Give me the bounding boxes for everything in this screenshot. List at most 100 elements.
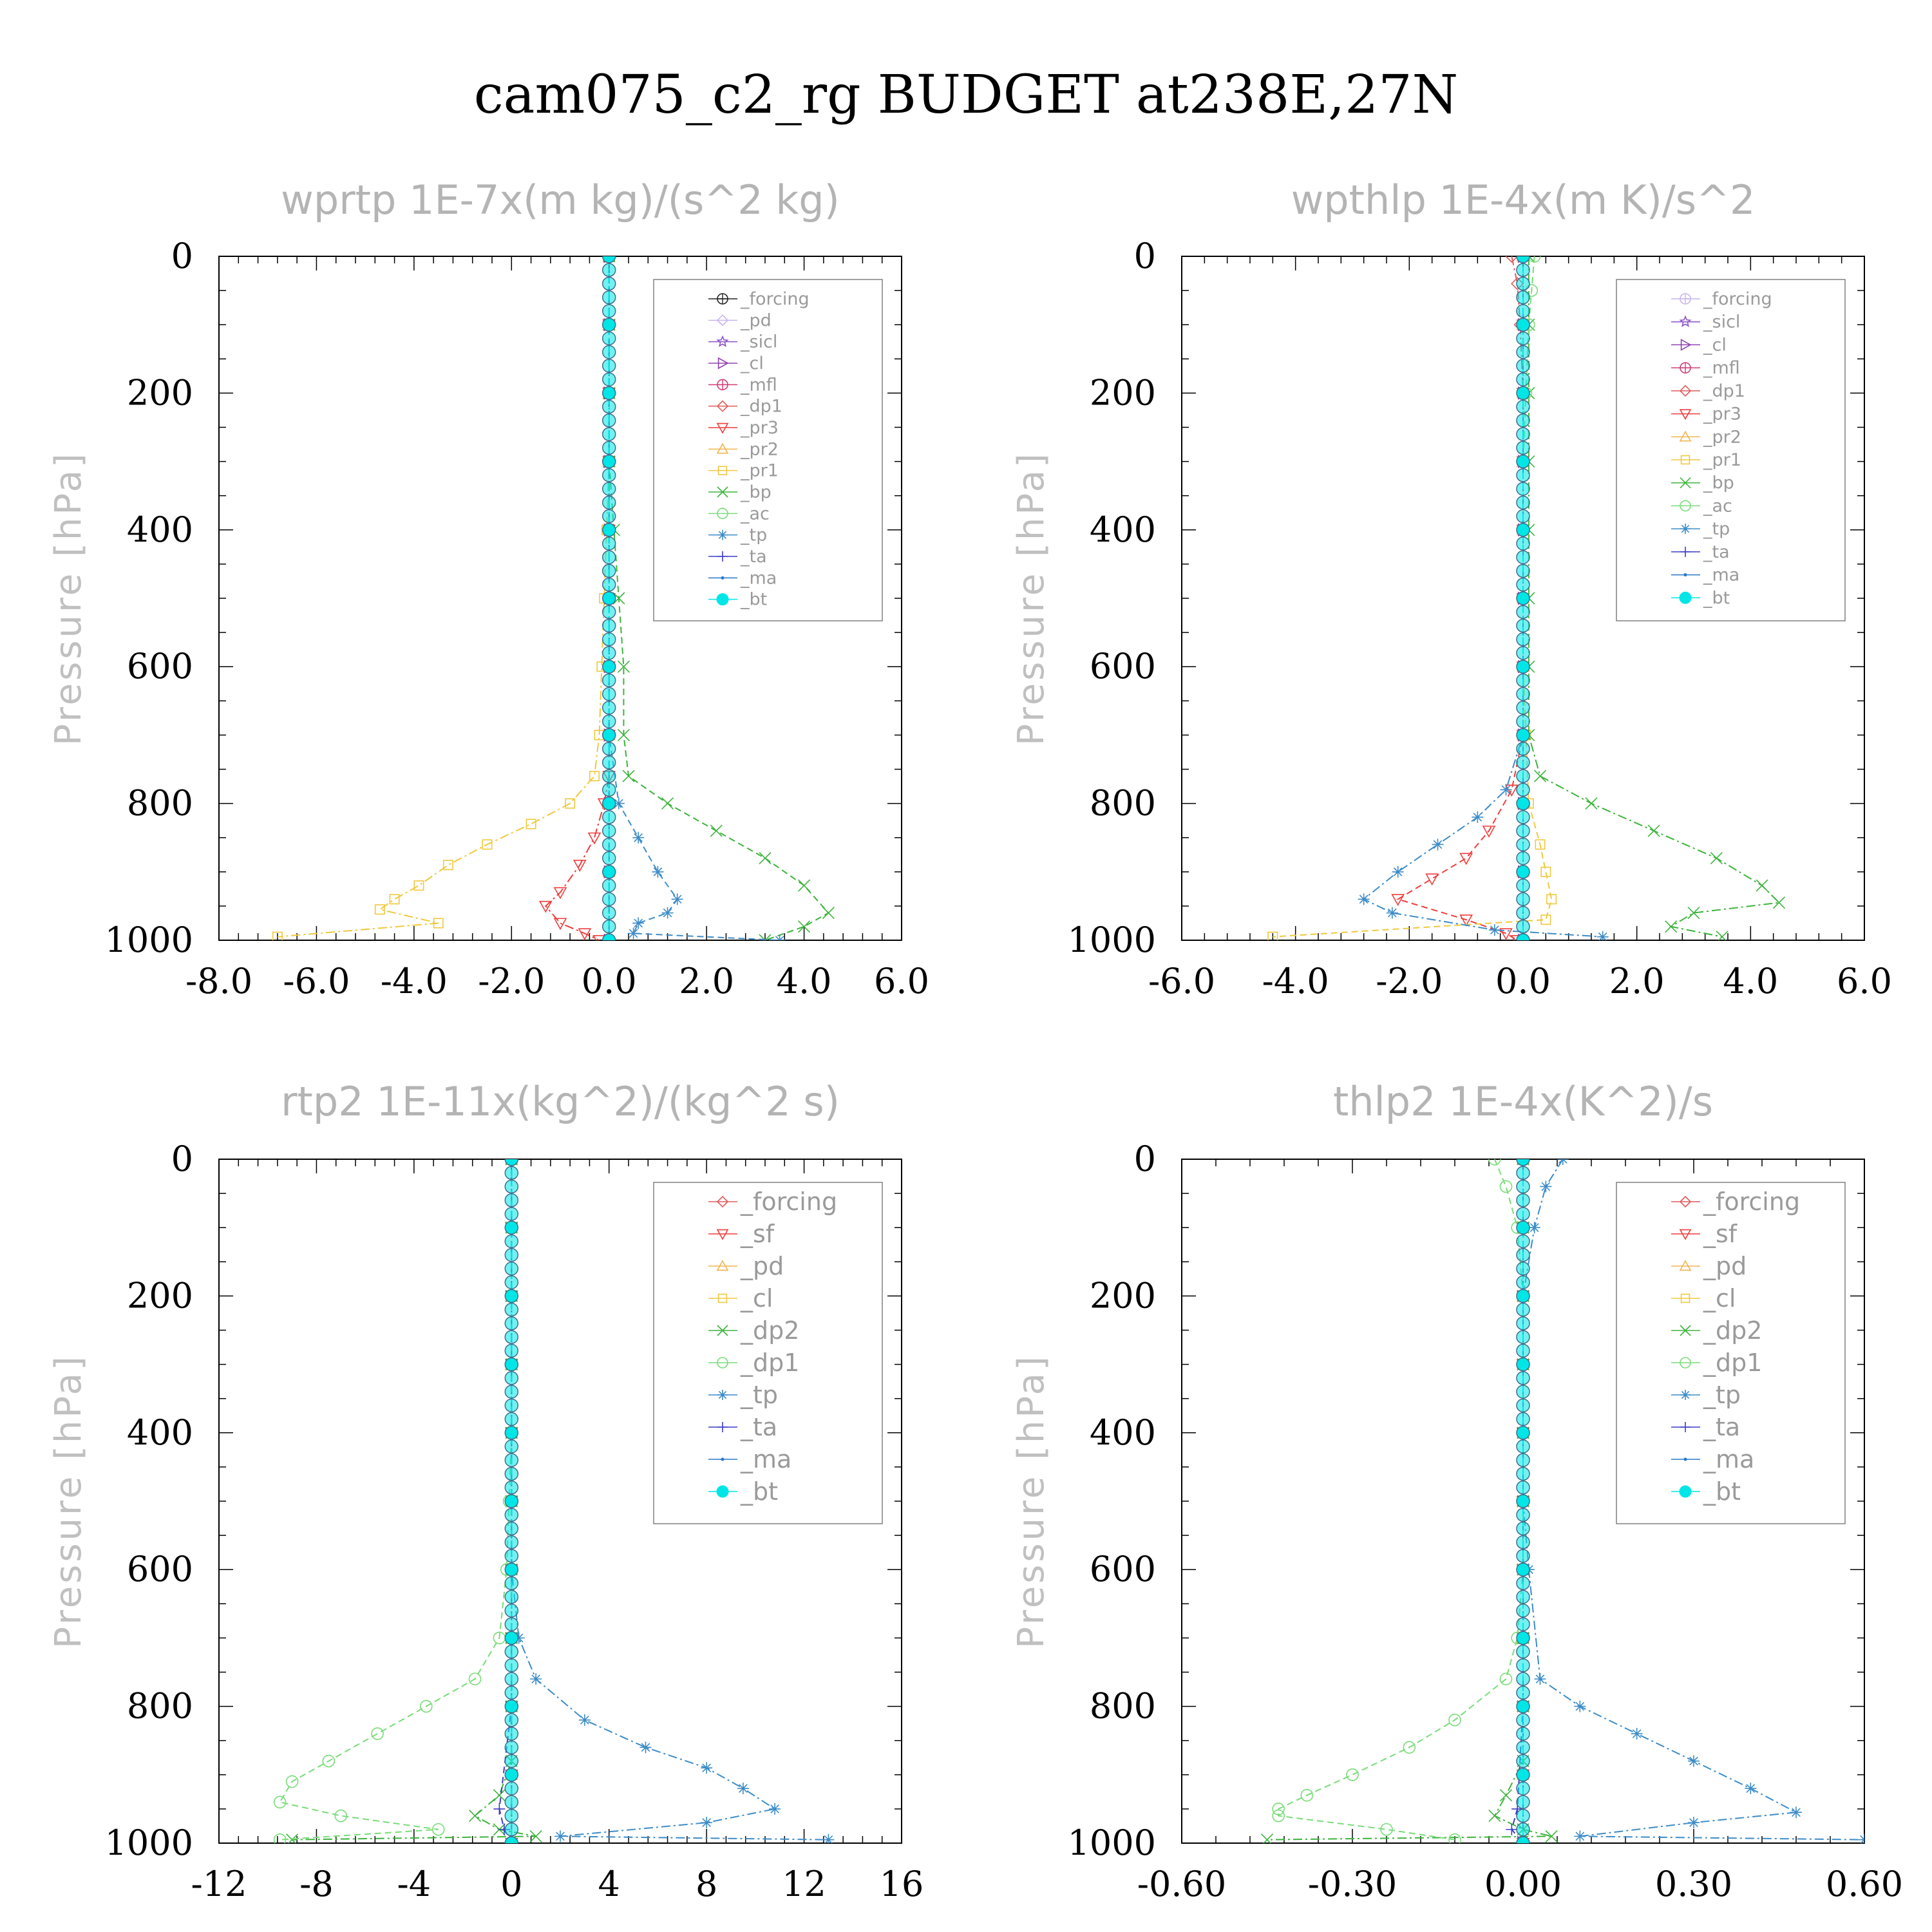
legend-swatch-tp: [708, 529, 737, 540]
bt-zero-marker: [1516, 1562, 1530, 1577]
bt-zero-marker: [1516, 1302, 1530, 1317]
x-tick-label: -12: [191, 1864, 247, 1904]
bt-zero-marker: [601, 618, 616, 633]
bt-zero-marker: [504, 1302, 519, 1317]
series-line-dp1: [1278, 1159, 1524, 1841]
bt-zero-marker: [1516, 536, 1530, 551]
panel0-series7-pointlegend: [716, 442, 729, 454]
panel0-series6-point10: [587, 832, 601, 845]
bt-zero-marker: [504, 1159, 519, 1166]
legend-entry: _sicl: [740, 332, 777, 352]
panel0-series3-pointlegend: [717, 357, 729, 370]
legend-entry: _mfl: [1703, 358, 1740, 378]
bt-zero-marker: [1516, 659, 1530, 674]
legend-swatch-tp: [1671, 524, 1700, 535]
panel1-series8-point14: [1687, 906, 1700, 920]
bt-zero-marker: [504, 1398, 519, 1413]
bt-zero-marker: [601, 632, 616, 647]
panel0-series0-pointlegend: [717, 293, 728, 305]
panel3-series4-pointlegend: [1680, 1325, 1691, 1336]
legend-entry: _forcing: [1703, 289, 1772, 309]
bt-zero-marker: [504, 1494, 519, 1508]
bt-zero-marker: [504, 1754, 519, 1768]
y-tick-label: 200: [127, 372, 193, 413]
bt-zero-marker: [1516, 851, 1530, 866]
legend-entry: _bt: [740, 590, 767, 610]
panel0-series11-point11: [671, 893, 683, 905]
panel3-series1-pointlegend: [1679, 1229, 1692, 1240]
bt-zero-marker: [504, 1426, 519, 1440]
bt-zero-marker: [601, 851, 616, 866]
bt-zero-marker: [504, 1808, 519, 1823]
panel0-series11-point10: [652, 866, 664, 878]
panel-title: wpthlp 1E-4x(m K)/s^2: [1291, 176, 1756, 223]
y-axis-label: Pressure [hPa]: [48, 1354, 90, 1649]
bt-zero-marker: [1516, 1357, 1530, 1372]
bt-zero-marker: [601, 933, 616, 940]
bt-zero-marker: [1516, 1768, 1530, 1782]
bt-zero-marker: [1516, 1179, 1530, 1194]
bt-zero-marker: [1516, 1576, 1530, 1591]
panel3-series5-point15: [1272, 1809, 1285, 1823]
panel1-series12-pointlegend: [1683, 573, 1687, 577]
panel1-series5-point15: [1510, 935, 1524, 940]
bt-zero-marker: [1516, 1316, 1530, 1331]
y-tick-label: 800: [1090, 1686, 1156, 1727]
bt-zero-marker: [1516, 1439, 1530, 1454]
bt-zero-marker: [1516, 1535, 1530, 1549]
y-tick-label: 1000: [105, 920, 193, 960]
panel2-series0-pointlegend: [716, 1195, 729, 1208]
bt-zero-marker: [1516, 1658, 1530, 1672]
bt-zero-marker: [504, 1685, 519, 1700]
legend-swatch-ta: [708, 1422, 737, 1432]
bt-zero-marker: [1516, 1836, 1530, 1843]
y-tick-label: 800: [127, 1686, 193, 1727]
legend-swatch-pr2: [708, 442, 737, 454]
x-tick-label: -4: [397, 1864, 431, 1904]
panel2-series6-point16: [822, 1833, 835, 1843]
legend-swatch-pd: [708, 1260, 737, 1271]
bt-zero-marker: [1516, 564, 1530, 578]
bt-zero-marker: [601, 687, 616, 701]
panel3-series5-point14: [1272, 1803, 1285, 1815]
panel0-series11-point14: [627, 927, 639, 940]
bt-zero-marker: [601, 468, 616, 482]
bt-zero-marker: [1516, 796, 1530, 811]
bt-zero-marker: [504, 1768, 519, 1782]
bt-zero-marker: [1516, 1275, 1530, 1289]
x-tick-label: 6.0: [1837, 961, 1892, 1001]
legend-swatch-ma: [708, 1457, 737, 1461]
legend-swatch-mfl: [1671, 362, 1700, 374]
panel0-series9-point7: [617, 728, 630, 741]
bt-zero-marker: [1516, 1466, 1530, 1481]
panel1-series2-pointlegend: [1680, 339, 1692, 351]
panel1-series8-pointlegend: [1680, 477, 1691, 489]
y-tick-label: 0: [171, 1139, 193, 1179]
bt-zero-marker: [1516, 837, 1530, 852]
panel3-series6-point12: [1745, 1783, 1757, 1795]
panel1-series9-point0: [1528, 256, 1541, 263]
x-tick-label: -0.60: [1137, 1864, 1226, 1904]
bt-zero-marker: [1516, 1521, 1530, 1536]
bt-zero-marker: [504, 1617, 519, 1631]
x-tick-label: 4.0: [777, 961, 832, 1001]
panel0-series6-point12: [553, 887, 567, 900]
legend-entry: _ac: [740, 504, 770, 524]
bt-zero-marker: [504, 1385, 519, 1399]
panel3-series6-point15: [1574, 1830, 1586, 1842]
legend-entry: _bp: [740, 482, 772, 502]
legend-box: [1616, 279, 1846, 621]
bt-zero-marker: [601, 769, 616, 783]
panel1-series10-point11: [1392, 866, 1404, 878]
panel2-series6-point13: [769, 1803, 781, 1815]
panel3-series6-point11: [1688, 1755, 1700, 1767]
legend-entry: _cl: [740, 354, 764, 374]
bt-zero-marker: [504, 1262, 519, 1276]
panel2-series7-pointlegend: [717, 1422, 728, 1432]
bt-zero-marker: [504, 1823, 519, 1837]
panel3-series4-point14: [1260, 1833, 1274, 1843]
panel1-series8-point12: [1756, 879, 1768, 892]
panel0-series8-point11: [482, 839, 493, 850]
bt-zero-marker: [1516, 1808, 1530, 1823]
y-tick-label: 400: [1090, 1412, 1156, 1453]
